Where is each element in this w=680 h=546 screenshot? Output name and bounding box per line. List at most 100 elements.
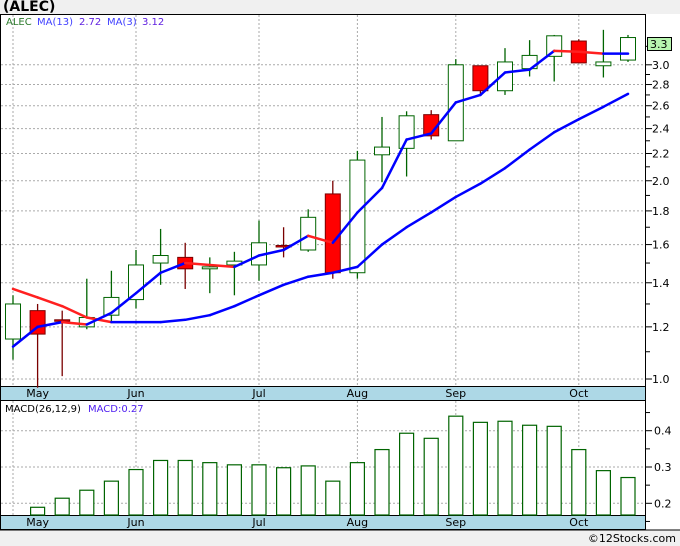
ma-line-segment-ma3 <box>233 254 261 269</box>
ma-line-segment-ma3 <box>380 138 408 190</box>
macd-bar <box>571 448 587 516</box>
ma-line-segment-ma3 <box>257 248 285 257</box>
legend-symbol: ALEC <box>6 17 32 28</box>
ma-line-segment-ma3 <box>503 68 531 74</box>
candle-up <box>349 150 366 279</box>
month-label: Oct <box>569 516 589 529</box>
macd-bar <box>202 462 218 516</box>
ma-line-segment-ma13 <box>479 166 507 185</box>
month-label: May <box>26 387 49 400</box>
candle-down <box>29 303 46 388</box>
ma-line-segment-ma3 <box>208 263 236 269</box>
ma-line-segment-ma3 <box>454 93 482 104</box>
ma-line-segment-ma13 <box>159 318 187 324</box>
ma-line-segment-ma3 <box>552 49 581 54</box>
candle-body <box>152 255 169 264</box>
last-price-box <box>647 37 672 51</box>
legend-ma13-value: 2.72 <box>79 17 101 28</box>
month-label: Oct <box>569 387 589 400</box>
month-label: May <box>26 516 49 529</box>
month-label: Aug <box>347 387 368 400</box>
legend-ma3-label: MA(3) <box>107 17 137 28</box>
month-label: Aug <box>347 516 368 529</box>
legend-macd-value: MACD:0.27 <box>88 404 144 415</box>
macd-bar <box>497 420 513 516</box>
candle-up <box>5 295 21 360</box>
macd-tick-label: 0.2 <box>654 497 672 510</box>
ma-line-segment-ma13 <box>208 304 236 317</box>
ma-line-segment-ma3 <box>159 261 187 274</box>
ma-line-segment-ma3 <box>11 325 39 348</box>
price-tick-label: 2.8 <box>652 79 670 92</box>
candle-body <box>300 216 317 251</box>
macd-bar <box>153 459 169 516</box>
macd-bar <box>30 506 46 516</box>
ma-line-segment-ma13 <box>356 243 384 269</box>
price-tick-label: 1.8 <box>652 205 670 218</box>
price-tick-label: 1.0 <box>652 373 670 386</box>
ma-line-segment-ma13 <box>602 92 630 109</box>
price-panel <box>0 14 646 387</box>
ma-line-segment-ma13 <box>306 271 335 278</box>
candle-up <box>374 116 390 183</box>
month-label: Jul <box>251 516 265 529</box>
ma-line-segment-ma3 <box>110 291 138 315</box>
price-tick-label: 2.0 <box>652 175 670 188</box>
ma-line-segment-ma13 <box>257 283 285 297</box>
candle-down <box>324 180 341 279</box>
macd-bar <box>226 464 242 516</box>
ma-line-segment-ma3 <box>183 261 212 267</box>
ma-line-segment-ma3 <box>405 132 433 141</box>
ma-line-segment-ma13 <box>429 195 458 214</box>
macd-bar <box>546 425 562 516</box>
macd-bar <box>595 470 612 516</box>
macd-bar <box>177 459 193 516</box>
macd-bar <box>276 467 292 516</box>
ma-line-segment-ma13 <box>380 225 408 246</box>
macd-xaxis-band <box>0 515 646 530</box>
ma-line-segment-ma3 <box>134 271 162 295</box>
macd-bar <box>423 437 439 516</box>
price-tick-label: 1.2 <box>652 321 670 334</box>
candle-up <box>201 257 218 294</box>
ma-line-segment-ma13 <box>552 117 581 134</box>
chart-title: (ALEC) <box>3 0 56 15</box>
candle-body <box>497 61 513 92</box>
ma-line-segment-ma3 <box>528 49 556 71</box>
candle-down <box>472 65 489 95</box>
macd-bar <box>349 462 365 516</box>
month-label: Sep <box>445 516 466 529</box>
macd-bar <box>103 480 120 516</box>
legend-macd-label: MACD(26,12,9) <box>5 404 81 415</box>
ma-line-segment-ma13 <box>36 296 64 308</box>
candle-body <box>595 61 612 67</box>
price-tick-label: 2.6 <box>652 100 670 113</box>
candle-body <box>5 303 21 340</box>
macd-bar <box>620 476 636 516</box>
ma-line-segment-ma3 <box>479 71 507 97</box>
price-tick-label: 2.2 <box>652 148 670 161</box>
ma-line-segment-ma13 <box>183 313 212 322</box>
candle-body <box>29 310 46 335</box>
macd-tick-label: 0.3 <box>654 461 672 474</box>
price-tick-label: 2.4 <box>652 123 670 136</box>
price-tick-label: 1.4 <box>652 277 670 290</box>
macd-bar <box>448 415 464 516</box>
ma-line-segment-ma13 <box>233 294 261 308</box>
candle-up <box>251 220 267 281</box>
ma-line-segment-ma3 <box>429 101 458 135</box>
ma-line-segment-ma3 <box>356 186 384 214</box>
macd-bar <box>521 424 538 516</box>
candle-body <box>546 35 563 57</box>
candle-up <box>152 228 169 285</box>
month-label: Jul <box>251 387 265 400</box>
candle-body <box>472 65 489 92</box>
month-label: Jun <box>126 387 144 400</box>
ma-line-segment-ma13 <box>282 275 310 287</box>
ma-line-segment-ma3 <box>60 320 89 326</box>
ma-line-segment-ma3 <box>577 50 605 55</box>
last-price-label: 3.3 <box>650 38 668 51</box>
legend-ma3-value: 3.12 <box>142 17 164 28</box>
candle-up <box>620 34 636 62</box>
